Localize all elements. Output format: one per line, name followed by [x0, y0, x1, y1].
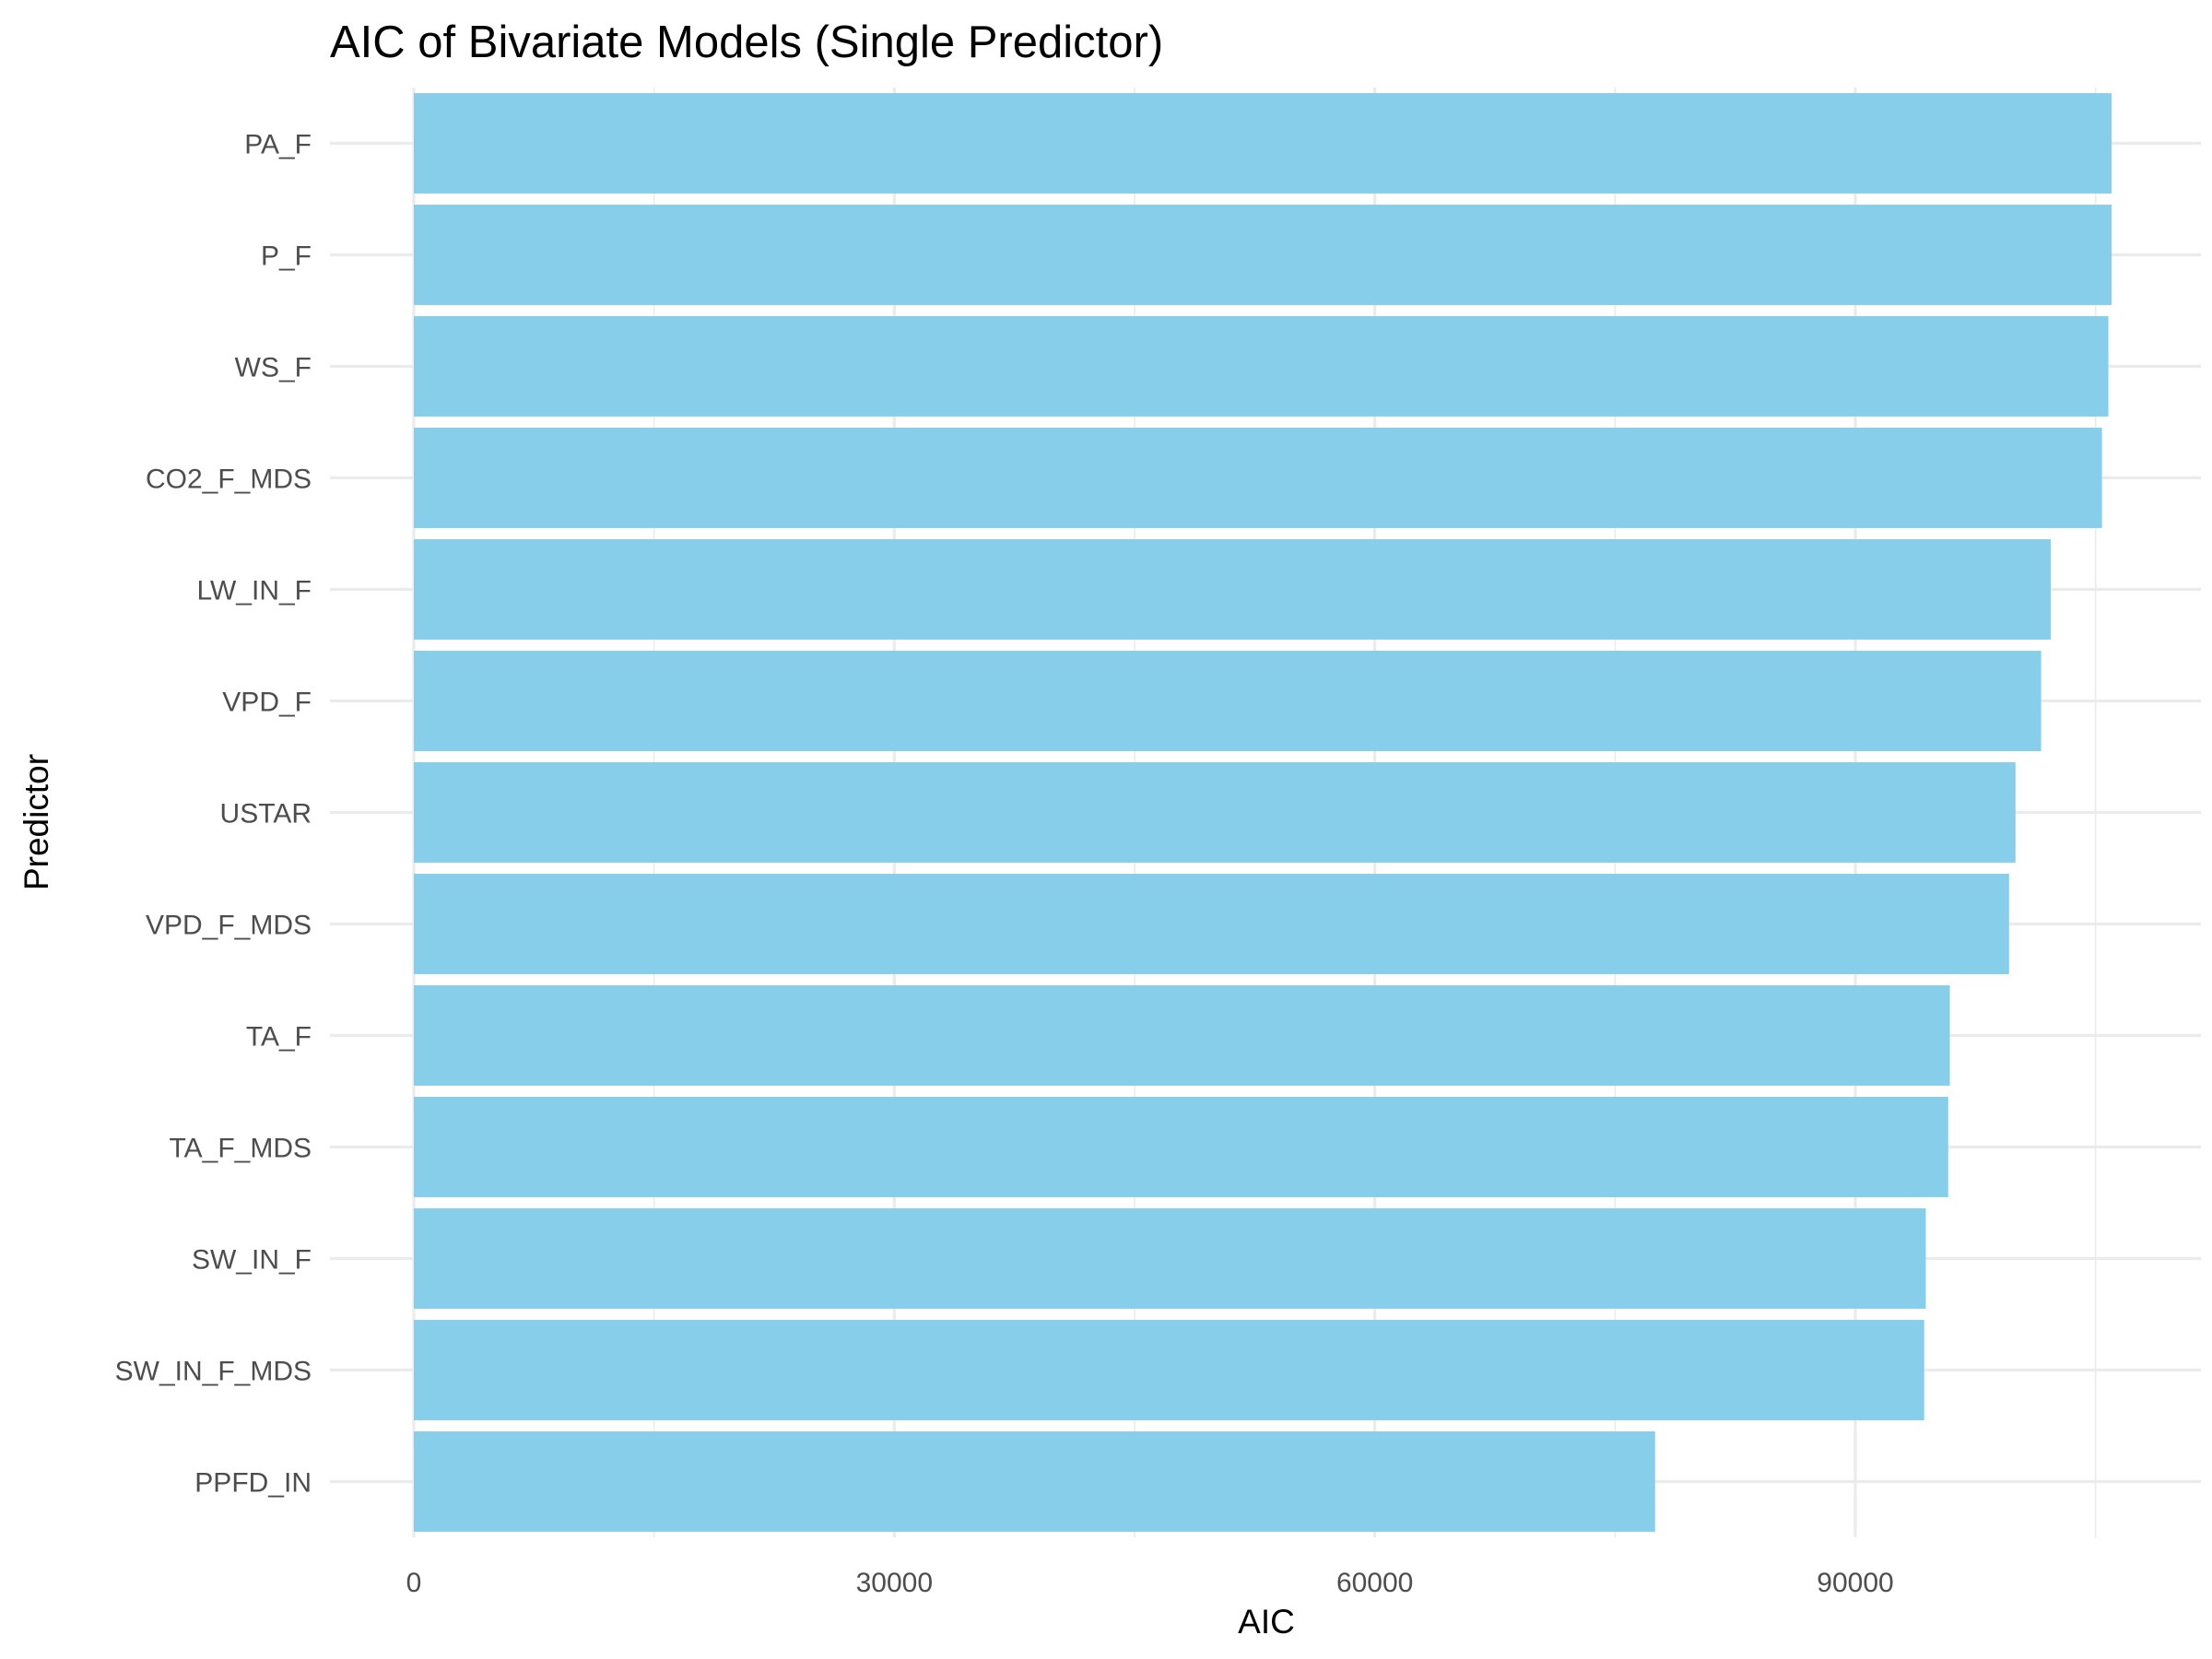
y-tick-label: PA_F [244, 130, 312, 160]
y-axis-title: Predictor [18, 754, 55, 890]
bar-p-f [414, 205, 2112, 305]
y-tick-label: WS_F [235, 353, 312, 383]
y-tick-label: TA_F_MDS [170, 1134, 312, 1164]
bar-ws-f [414, 316, 2109, 417]
y-tick-label: LW_IN_F [197, 576, 312, 606]
y-tick-labels: PA_F P_F WS_F CO2_F_MDS LW_IN_F VPD_F USTAR VPD… [115, 130, 312, 1499]
bar-pa-f [414, 93, 2112, 194]
bar-vpd-f-mds [414, 874, 2009, 974]
x-axis-title: AIC [1238, 1603, 1295, 1641]
y-tick-label: USTAR [220, 799, 312, 830]
y-tick-label: TA_F [246, 1022, 312, 1053]
bar-sw-in-f [414, 1208, 1926, 1309]
chart-title: AIC of Bivariate Models (Single Predicto… [330, 18, 1163, 67]
x-tick-label: 30000 [856, 1568, 933, 1598]
y-tick-label: P_F [261, 241, 312, 272]
bar-vpd-f [414, 651, 2041, 751]
bar-sw-in-f-mds [414, 1320, 1924, 1420]
bar-co2-f-mds [414, 428, 2102, 528]
x-tick-label: 90000 [1817, 1568, 1893, 1598]
x-tick-label: 0 [406, 1568, 422, 1598]
bar-ppfd-in [414, 1431, 1655, 1532]
bar-layer [414, 93, 2112, 1532]
y-tick-label: VPD_F_MDS [146, 911, 312, 941]
y-tick-label: PPFD_IN [194, 1468, 312, 1499]
bar-lw-in-f [414, 539, 2052, 640]
y-tick-label: VPD_F [222, 688, 312, 718]
x-tick-labels: 0 30000 60000 90000 [406, 1568, 1894, 1598]
bar-ta-f [414, 985, 1950, 1086]
bar-ta-f-mds [414, 1097, 1948, 1197]
y-tick-label: SW_IN_F_MDS [115, 1357, 312, 1387]
bar-ustar [414, 762, 2016, 863]
y-tick-label: CO2_F_MDS [146, 465, 312, 495]
y-tick-label: SW_IN_F [192, 1245, 312, 1276]
x-tick-label: 60000 [1336, 1568, 1413, 1598]
